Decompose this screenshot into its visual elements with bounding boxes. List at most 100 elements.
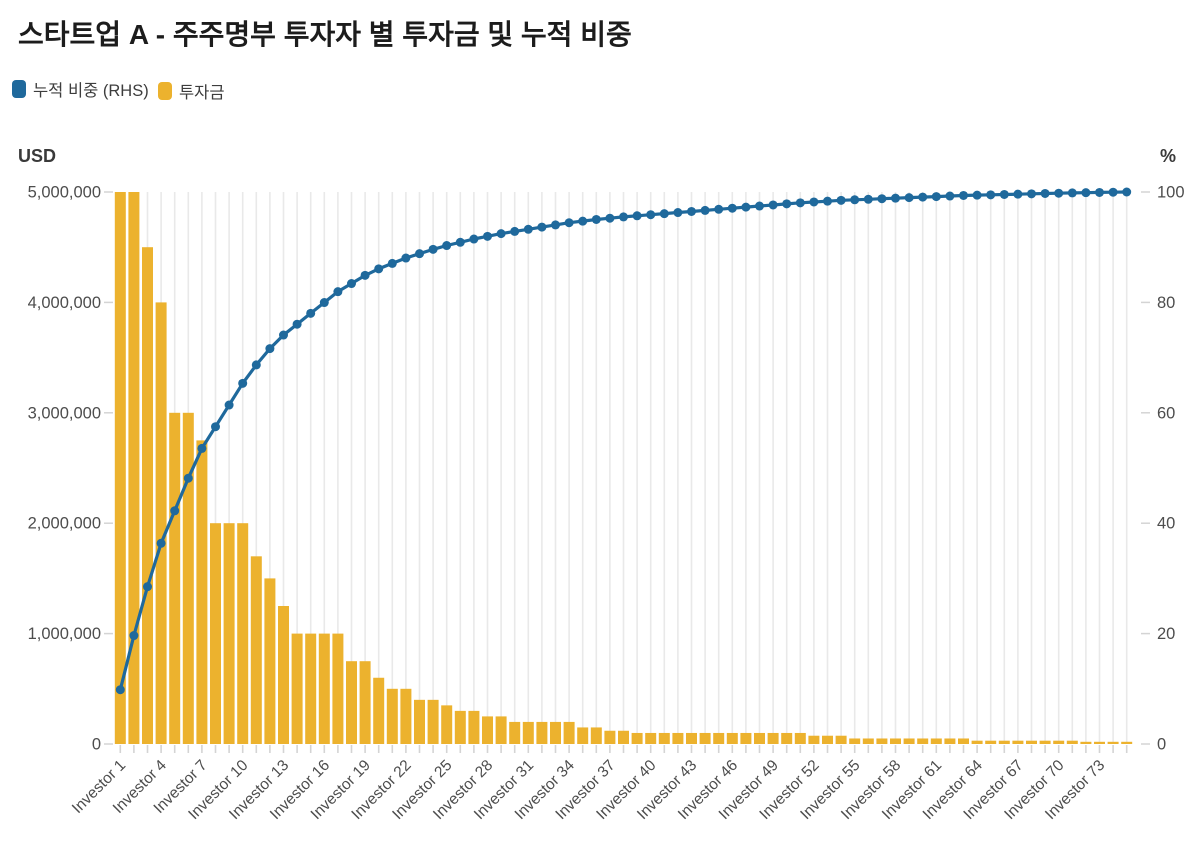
cumulative-point	[632, 211, 642, 221]
cumulative-point	[850, 195, 860, 205]
bar-investor-7	[196, 440, 208, 744]
bar-investor-16	[318, 633, 330, 744]
cumulative-point	[292, 319, 302, 329]
bar-investor-29	[495, 716, 507, 744]
cumulative-point	[782, 199, 792, 209]
cumulative-point	[700, 205, 710, 215]
cumulative-point	[768, 200, 778, 210]
cumulative-point	[809, 197, 819, 207]
axis-ticks-layer	[104, 191, 1150, 753]
cumulative-point	[741, 202, 751, 212]
cumulative-point	[863, 194, 873, 204]
bar-investor-4	[155, 302, 167, 744]
bar-investor-26	[454, 710, 466, 744]
legend: 누적 비중 (RHS) 투자금	[12, 77, 225, 102]
bar-investor-71	[1066, 740, 1078, 744]
bar-investor-58	[890, 738, 901, 744]
bar-investor-37	[604, 730, 616, 744]
cumulative-point	[483, 231, 492, 241]
cumulative-point	[401, 253, 411, 263]
bar-investor-25	[441, 705, 453, 744]
cumulative-point	[1122, 187, 1132, 197]
cumulative-point	[115, 685, 125, 695]
cumulative-point	[1095, 187, 1104, 197]
bar-investor-9	[223, 523, 235, 744]
bar-investor-28	[482, 716, 493, 744]
legend-item-cumulative: 누적 비중 (RHS)	[12, 77, 149, 101]
bar-investor-53	[822, 735, 833, 744]
cumulative-point	[605, 213, 615, 223]
bar-investor-64	[971, 740, 983, 744]
bar-investor-5	[169, 412, 181, 744]
bar-investor-12	[264, 578, 276, 744]
cumulative-point	[347, 279, 356, 289]
cumulative-point	[659, 209, 669, 219]
bar-investor-74	[1107, 741, 1119, 744]
bar-investor-56	[862, 738, 874, 744]
cumulative-point	[1040, 188, 1050, 198]
legend-swatch-investment	[158, 82, 172, 100]
legend-label-investment: 투자금	[179, 84, 225, 102]
bar-investor-43	[686, 732, 697, 744]
bar-investor-61	[930, 738, 942, 744]
cumulative-point	[877, 194, 887, 204]
cumulative-point	[823, 196, 832, 206]
cumulative-point	[510, 226, 520, 236]
cumulative-point	[251, 360, 261, 370]
cumulative-point	[360, 270, 370, 280]
bar-investor-34	[563, 721, 575, 744]
left-tick-label: 5,000,000	[28, 184, 101, 202]
right-tick-label: 20	[1157, 625, 1175, 643]
bar-investor-31	[522, 721, 534, 744]
right-tick-label: 80	[1157, 294, 1175, 312]
bar-investor-47	[740, 732, 752, 744]
cumulative-point	[1054, 188, 1064, 198]
right-tick-label: 0	[1157, 736, 1166, 754]
cumulative-point	[319, 298, 329, 308]
left-tick-label: 3,000,000	[28, 404, 101, 422]
cumulative-point	[836, 195, 846, 205]
cumulative-point	[455, 237, 465, 247]
bar-investor-19	[359, 661, 371, 744]
bar-investor-32	[536, 721, 548, 744]
legend-item-investment: 투자금	[158, 79, 225, 103]
bar-investor-41	[658, 732, 670, 744]
bar-investor-60	[917, 738, 929, 744]
cumulative-point	[755, 201, 764, 211]
cumulative-point	[265, 344, 275, 354]
cumulative-point	[170, 506, 180, 516]
chart-title: 스타트업 A - 주주명부 투자자 별 투자금 및 누적 비중	[18, 19, 632, 50]
bar-investor-57	[876, 738, 888, 744]
cumulative-point	[619, 212, 628, 222]
bar-investor-8	[210, 523, 221, 744]
cumulative-point	[333, 287, 343, 297]
bar-investor-72	[1080, 741, 1092, 744]
bar-investor-66	[998, 740, 1010, 744]
cumulative-point	[673, 208, 683, 218]
bar-investor-35	[577, 727, 589, 744]
cumulative-point	[496, 229, 506, 239]
cumulative-point	[1027, 189, 1036, 199]
bar-investor-73	[1094, 741, 1105, 744]
bar-investor-40	[645, 732, 657, 744]
legend-label-cumulative: 누적 비중 (RHS)	[33, 82, 149, 100]
cumulative-line-layer	[115, 187, 1132, 695]
bar-investor-70	[1053, 740, 1065, 744]
cumulative-point	[415, 249, 424, 259]
bar-investor-67	[1012, 740, 1024, 744]
cumulative-point	[564, 218, 574, 228]
bar-investor-20	[373, 677, 385, 744]
cumulative-point	[387, 258, 397, 268]
cumulative-point	[687, 206, 696, 216]
cumulative-point	[959, 190, 968, 200]
bar-investor-55	[849, 738, 861, 744]
bar-investor-10	[237, 523, 249, 744]
bar-investor-33	[550, 721, 561, 744]
bar-investor-1	[114, 192, 126, 744]
bars-layer	[114, 192, 1133, 744]
bar-investor-44	[699, 732, 711, 744]
bar-investor-54	[835, 735, 847, 744]
bar-investor-11	[250, 556, 262, 744]
cumulative-point	[306, 308, 316, 318]
bar-investor-68	[1026, 740, 1037, 744]
